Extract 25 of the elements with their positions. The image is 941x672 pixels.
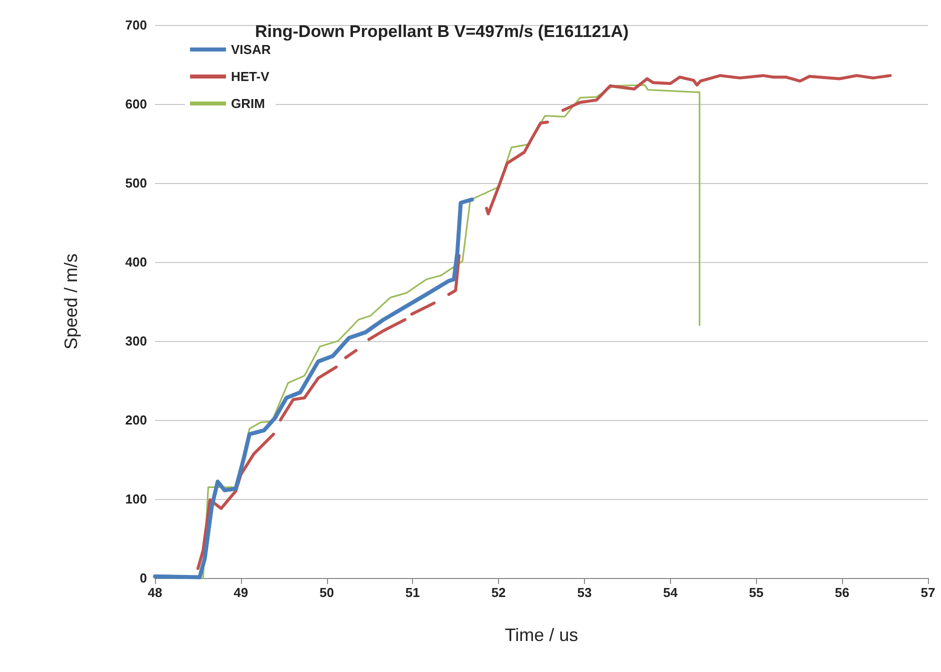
x-tick-label: 48 <box>148 585 162 600</box>
x-tick-label: 55 <box>748 585 764 600</box>
y-tick-label: 500 <box>125 176 147 190</box>
x-tick-label: 51 <box>405 585 420 600</box>
y-axis-title: Speed / m/s <box>61 253 81 350</box>
legend-label: HET-V <box>231 69 270 84</box>
x-axis-title: Time / us <box>504 625 578 645</box>
y-tick-label: 600 <box>125 96 147 112</box>
x-tick-label: 50 <box>320 585 334 600</box>
x-tick-label: 54 <box>663 585 678 600</box>
chart-title: Ring-Down Propellant B V=497m/s (E161121A) <box>255 22 629 41</box>
y-tick-label: 700 <box>125 18 147 32</box>
y-tick-label: 300 <box>125 334 147 348</box>
line-series <box>153 198 474 580</box>
legend-label: GRIM <box>231 96 265 111</box>
x-tick-label: 56 <box>834 585 850 600</box>
x-tick-label: 49 <box>234 585 248 600</box>
y-tick-label: 400 <box>125 254 147 270</box>
legend-label: VISAR <box>231 42 272 57</box>
y-tick-label: 0 <box>140 570 147 586</box>
y-tick-label: 100 <box>125 492 147 506</box>
x-tick-label: 52 <box>491 585 506 600</box>
y-tick-label: 200 <box>125 412 147 428</box>
x-tick-label: 57 <box>920 585 936 600</box>
x-tick-label: 53 <box>577 585 592 600</box>
